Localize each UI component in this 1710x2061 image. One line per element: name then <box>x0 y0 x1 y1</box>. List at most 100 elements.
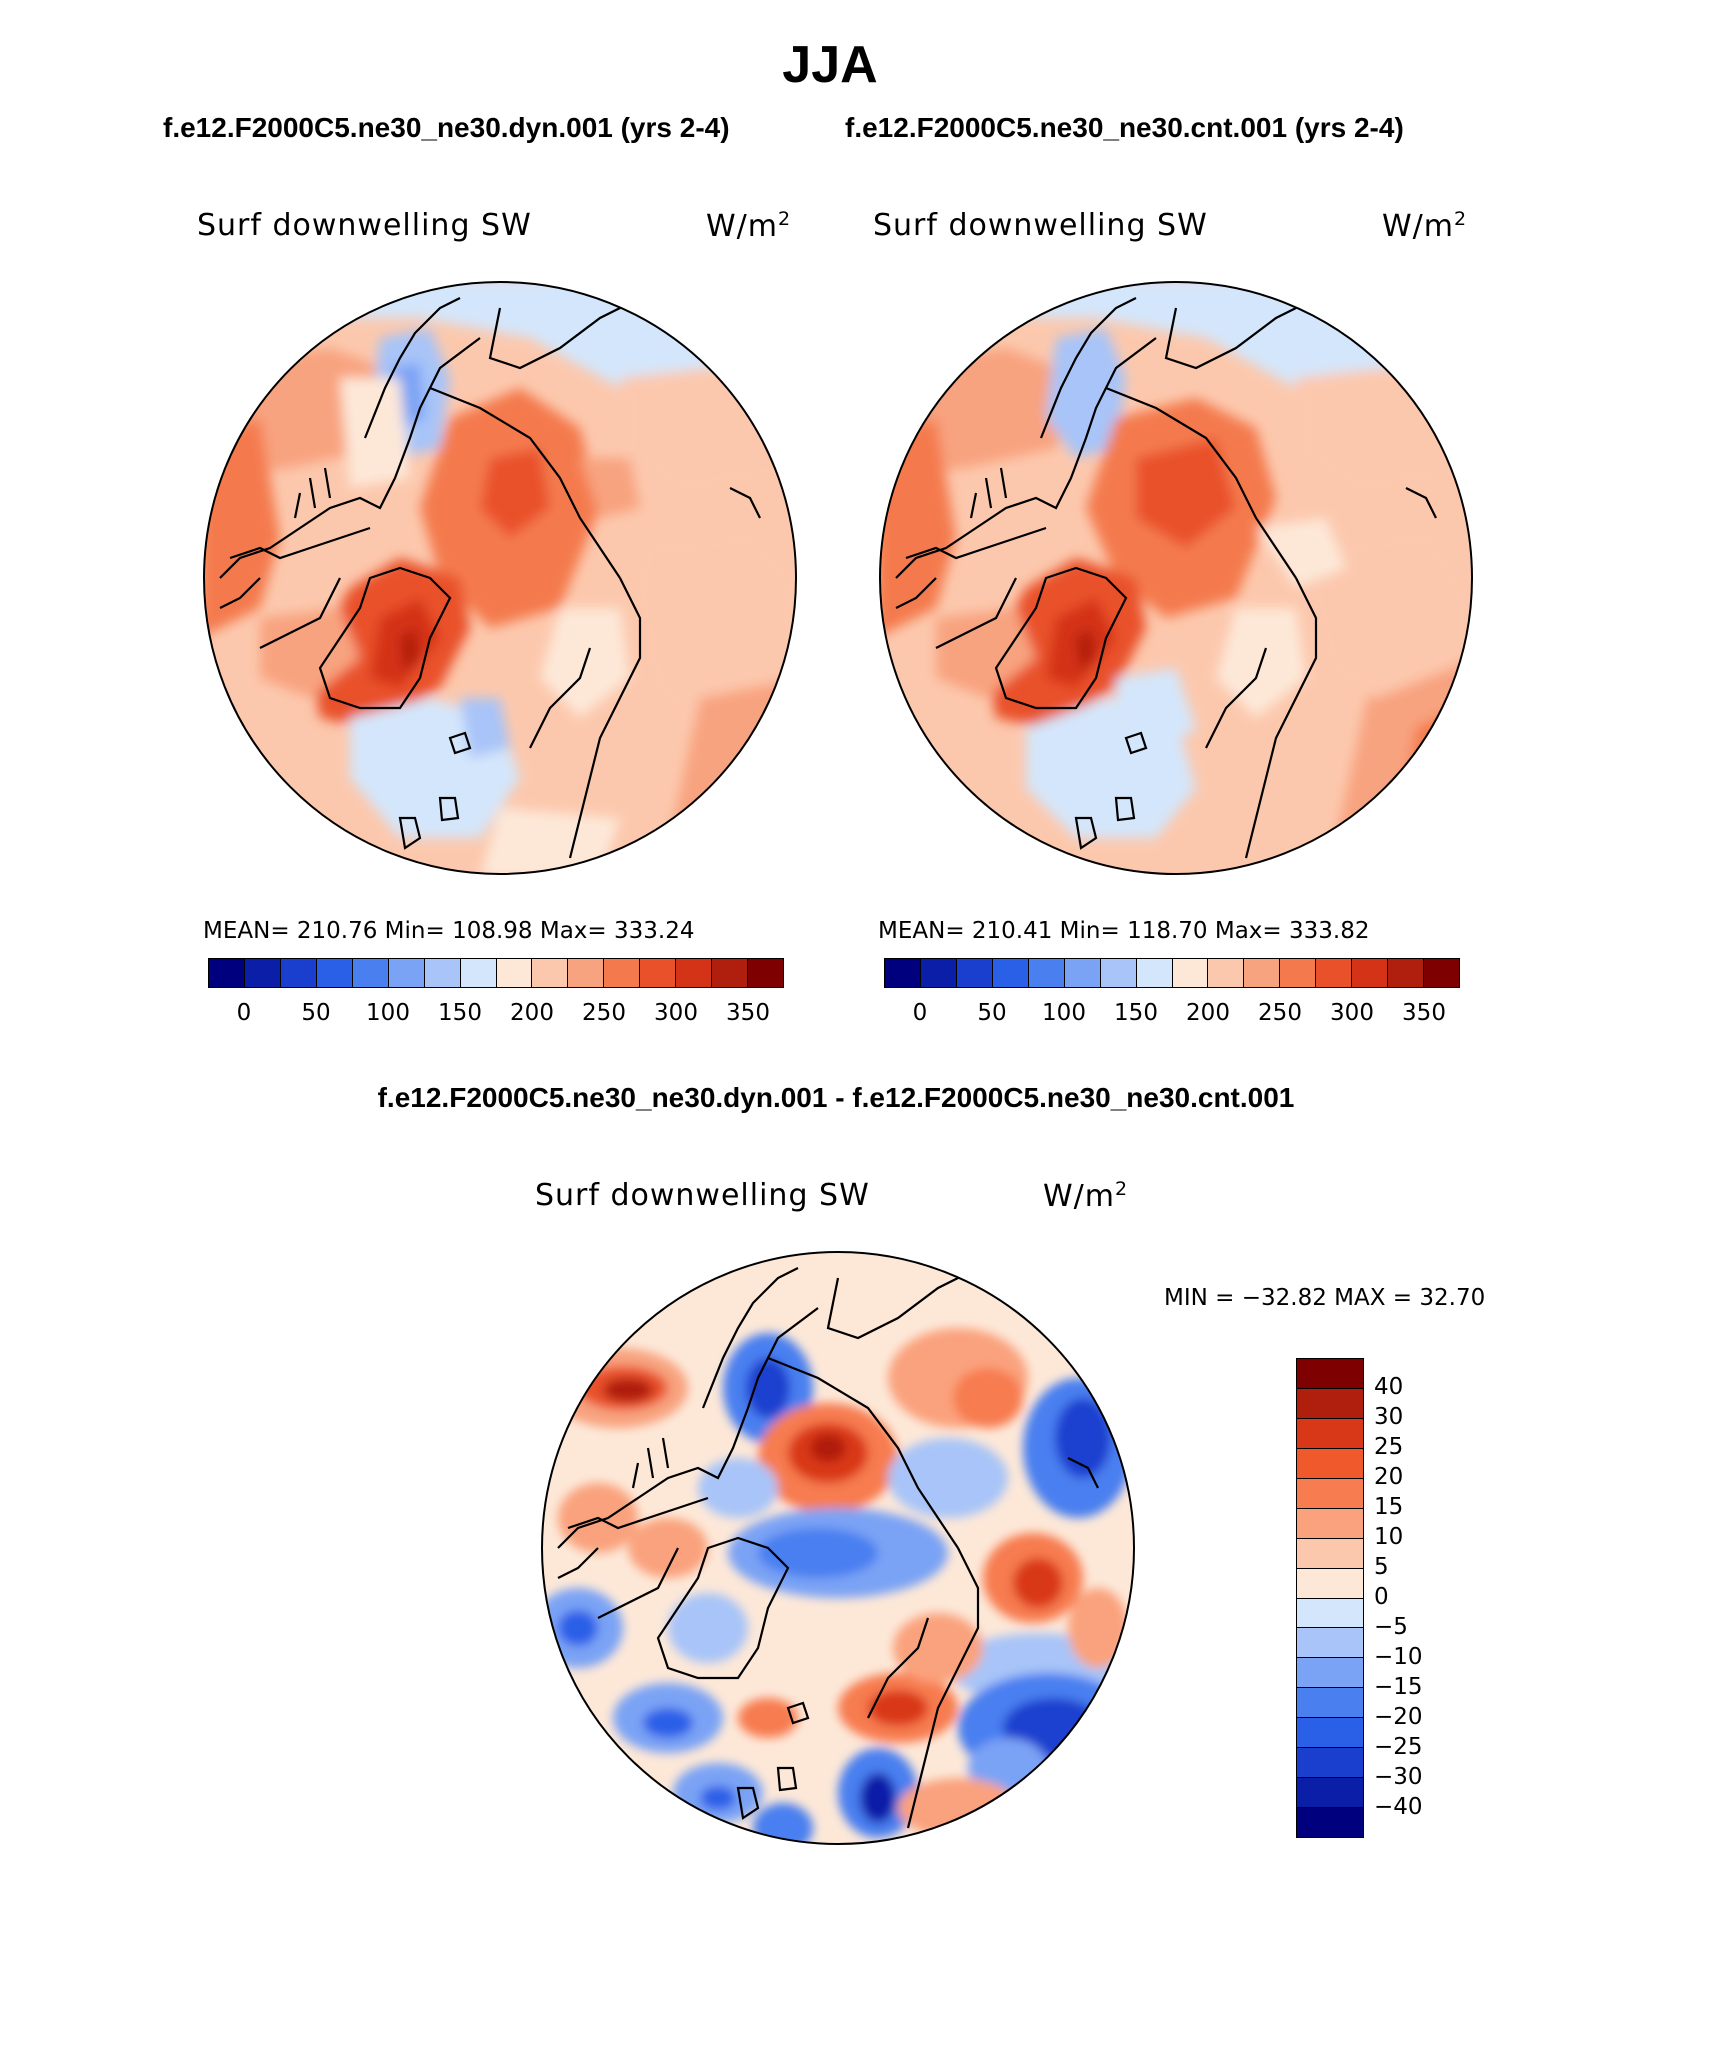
colorbar-cnt-swatch <box>1063 959 1100 987</box>
colorbar-diff-swatch <box>1297 1777 1363 1808</box>
map-dyn <box>203 281 797 875</box>
panel1-variable-label: Surf downwelling SW <box>197 208 532 243</box>
colorbar-diff-tick-label: 10 <box>1374 1524 1404 1550</box>
colorbar-dyn-tick-label: 300 <box>654 1000 698 1026</box>
colorbar-diff-swatch <box>1297 1477 1363 1508</box>
panel2-units-label: W/m2 <box>1382 208 1467 244</box>
colorbar-diff-tick-label: 20 <box>1374 1464 1404 1490</box>
colorbar-diff-tick-label: −10 <box>1374 1644 1423 1670</box>
colorbar-diff-swatch <box>1297 1387 1363 1418</box>
colorbar-dyn-swatch <box>639 959 676 987</box>
panel2-stats: MEAN= 210.41 Min= 118.70 Max= 333.82 <box>878 918 1370 944</box>
colorbar-cnt-tick-label: 300 <box>1330 1000 1374 1026</box>
map-cnt <box>879 281 1473 875</box>
colorbar-diff-tick-label: 5 <box>1374 1554 1389 1580</box>
colorbar-diff-swatch <box>1297 1597 1363 1628</box>
panel1-units-label: W/m2 <box>706 208 791 244</box>
colorbar-dyn-swatch <box>315 959 352 987</box>
colorbar-cnt-ticks: 0 50 100 150 200 250 300 350 <box>884 1000 1460 1030</box>
panel2-units-exp: 2 <box>1454 208 1468 230</box>
colorbar-cnt-swatch <box>1423 959 1459 987</box>
colorbar-cnt-swatch <box>1207 959 1244 987</box>
colorbar-cnt-tick-label: 250 <box>1258 1000 1302 1026</box>
colorbar-diff-tick-label: −30 <box>1374 1764 1423 1790</box>
colorbar-dyn-swatch <box>747 959 783 987</box>
colorbar-diff-tick-label: 0 <box>1374 1584 1389 1610</box>
colorbar-dyn-swatch <box>531 959 568 987</box>
colorbar-cnt-tick-label: 50 <box>977 1000 1007 1026</box>
panel2-units: W/m <box>1382 209 1454 244</box>
colorbar-dyn-tick-label: 50 <box>301 1000 331 1026</box>
panel3-variable-label: Surf downwelling SW <box>535 1178 870 1213</box>
colorbar-dyn-swatch <box>495 959 532 987</box>
colorbar-dyn-tick-label: 200 <box>510 1000 554 1026</box>
colorbar-cnt-swatch <box>1135 959 1172 987</box>
colorbar-cnt-swatch <box>1351 959 1388 987</box>
colorbar-diff-swatch <box>1297 1447 1363 1478</box>
colorbar-diff-swatch <box>1297 1657 1363 1688</box>
colorbar-diff-swatch <box>1297 1717 1363 1748</box>
panel1-stats: MEAN= 210.76 Min= 108.98 Max= 333.24 <box>203 918 695 944</box>
colorbar-diff-tick-label: −15 <box>1374 1674 1423 1700</box>
colorbar-diff-tick-label: 40 <box>1374 1374 1404 1400</box>
colorbar-cnt-swatch <box>955 959 992 987</box>
colorbar-cnt-swatch <box>991 959 1028 987</box>
colorbar-dyn-swatch <box>279 959 316 987</box>
plot-title: JJA <box>782 36 878 94</box>
colorbar-diff-swatch <box>1297 1687 1363 1718</box>
colorbar-dyn-swatch <box>603 959 640 987</box>
panel1-units-exp: 2 <box>778 208 792 230</box>
colorbar-diff-tick-label: −40 <box>1374 1794 1423 1820</box>
panel3-units-exp: 2 <box>1115 1178 1129 1200</box>
colorbar-dyn-swatch <box>423 959 460 987</box>
colorbar-cnt-tick-label: 200 <box>1186 1000 1230 1026</box>
subtitle-right: f.e12.F2000C5.ne30_ne30.cnt.001 (yrs 2-4… <box>845 112 1404 143</box>
colorbar-dyn-swatch <box>387 959 424 987</box>
colorbar-diff-swatch <box>1297 1507 1363 1538</box>
colorbar-cnt-swatch <box>1387 959 1424 987</box>
colorbar-diff-tick-label: 30 <box>1374 1404 1404 1430</box>
colorbar-diff-swatch <box>1297 1417 1363 1448</box>
colorbar-diff-ticks: 40 30 25 20 15 10 5 0 −5 −10 −15 −20 −25 −30 −40 <box>1374 1358 1494 1838</box>
panel3-stats: MIN = −32.82 MAX = 32.70 <box>1164 1285 1486 1311</box>
colorbar-diff-swatch <box>1297 1567 1363 1598</box>
colorbar-cnt-tick-label: 100 <box>1042 1000 1086 1026</box>
colorbar-dyn-tick-label: 0 <box>236 1000 252 1026</box>
colorbar-dyn-swatch <box>711 959 748 987</box>
colorbar-diff-tick-label: 15 <box>1374 1494 1404 1520</box>
colorbar-diff-swatch <box>1297 1807 1363 1837</box>
subtitle-left: f.e12.F2000C5.ne30_ne30.dyn.001 (yrs 2-4… <box>163 112 730 143</box>
colorbar-diff <box>1296 1358 1364 1838</box>
colorbar-dyn-swatch <box>459 959 496 987</box>
colorbar-dyn-tick-label: 250 <box>582 1000 626 1026</box>
colorbar-dyn <box>208 958 784 988</box>
colorbar-dyn-swatch <box>243 959 280 987</box>
colorbar-diff-tick-label: −25 <box>1374 1734 1423 1760</box>
colorbar-cnt-swatch <box>1279 959 1316 987</box>
colorbar-cnt-swatch <box>1315 959 1352 987</box>
colorbar-cnt-swatch <box>919 959 956 987</box>
colorbar-diff-swatch <box>1297 1359 1363 1388</box>
panel3-units-label: W/m2 <box>1043 1178 1128 1214</box>
colorbar-diff-swatch <box>1297 1627 1363 1658</box>
colorbar-dyn-ticks: 0 50 100 150 200 250 300 350 <box>208 1000 784 1030</box>
colorbar-cnt-swatch <box>885 959 920 987</box>
panel2-variable-label: Surf downwelling SW <box>873 208 1208 243</box>
colorbar-diff-tick-label: −20 <box>1374 1704 1423 1730</box>
panel3-units: W/m <box>1043 1179 1115 1214</box>
colorbar-cnt-swatch <box>1171 959 1208 987</box>
colorbar-diff-swatch <box>1297 1747 1363 1778</box>
colorbar-cnt-tick-label: 0 <box>912 1000 928 1026</box>
colorbar-dyn-swatch <box>567 959 604 987</box>
colorbar-cnt-swatch <box>1027 959 1064 987</box>
colorbar-cnt-tick-label: 350 <box>1402 1000 1446 1026</box>
panel1-units: W/m <box>706 209 778 244</box>
map-diff <box>541 1251 1135 1845</box>
colorbar-cnt <box>884 958 1460 988</box>
colorbar-diff-tick-label: −5 <box>1374 1614 1408 1640</box>
colorbar-cnt-swatch <box>1099 959 1136 987</box>
colorbar-dyn-swatch <box>209 959 244 987</box>
colorbar-dyn-tick-label: 350 <box>726 1000 770 1026</box>
colorbar-cnt-tick-label: 150 <box>1114 1000 1158 1026</box>
colorbar-cnt-swatch <box>1243 959 1280 987</box>
